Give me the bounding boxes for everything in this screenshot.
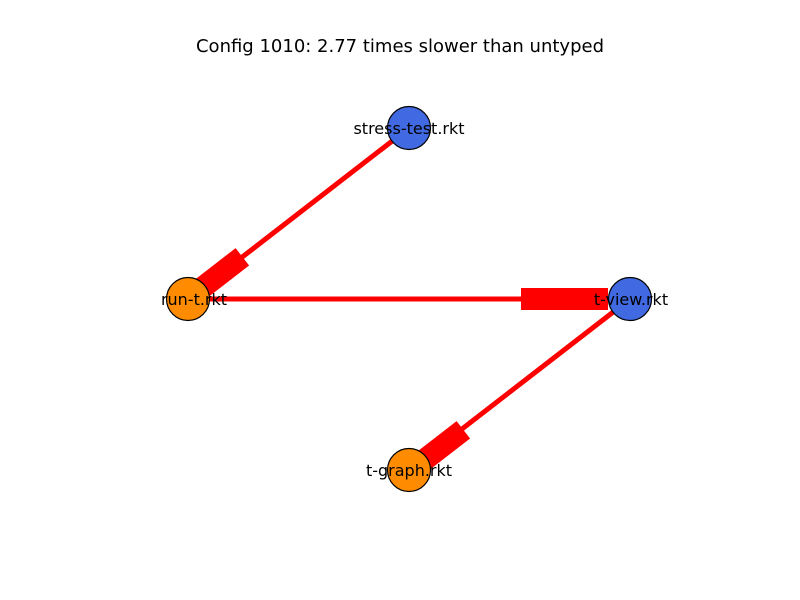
node-t-view: t-view.rkt [594,276,668,322]
edge-arrowhead-t-view [521,288,608,310]
node-label-stress-test: stress-test.rkt [353,119,464,138]
node-t-graph: t-graph.rkt [366,447,452,493]
edges [186,126,632,473]
node-circle-t-view [607,276,653,322]
node-circle-t-graph [386,447,432,493]
node-circle-stress-test [386,105,432,151]
node-label-t-view: t-view.rkt [594,290,668,309]
node-stress-test: stress-test.rkt [353,105,465,151]
diagram-title: Config 1010: 2.77 times slower than unty… [195,36,605,57]
node-label-t-graph: t-graph.rkt [366,461,452,480]
node-run-t: run-t.rkt [161,276,227,322]
node-label-run-t: run-t.rkt [161,290,227,309]
node-circle-run-t [165,276,211,322]
